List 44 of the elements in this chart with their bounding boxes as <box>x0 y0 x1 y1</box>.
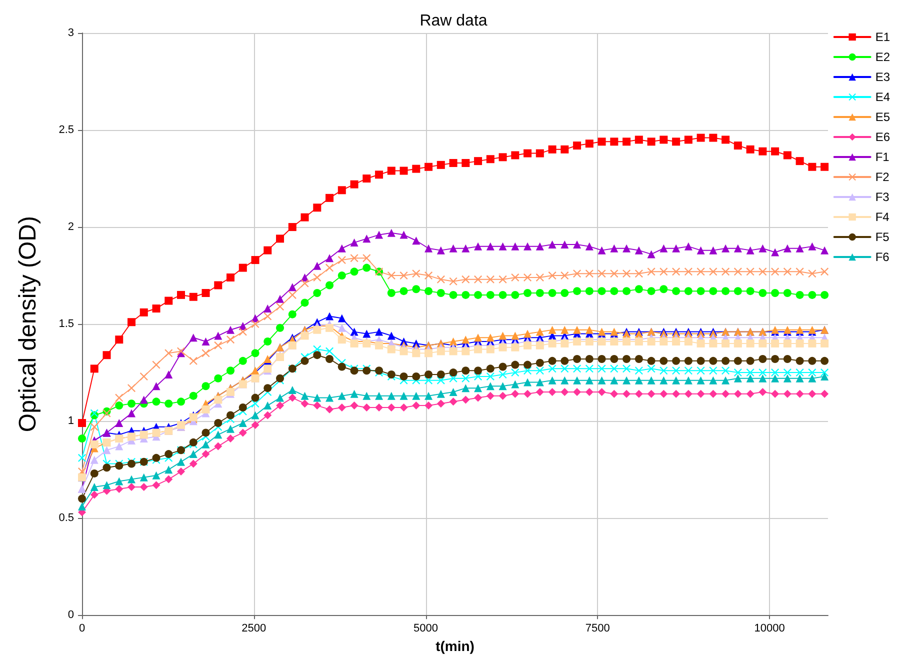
point <box>375 328 384 336</box>
point <box>338 314 346 322</box>
legend-label: E5 <box>875 110 890 124</box>
x-tick-label: 10000 <box>754 622 785 635</box>
point <box>511 332 520 340</box>
y-tick-label: 2 <box>68 221 74 234</box>
y-tick-label: 1.5 <box>58 318 74 330</box>
y-tick-label: 0.5 <box>58 512 74 524</box>
legend-label: F5 <box>875 230 890 244</box>
point <box>548 326 556 334</box>
y-tick-label: 3 <box>68 27 74 39</box>
point <box>486 334 494 342</box>
point <box>536 328 544 336</box>
legend-label: E3 <box>875 70 890 84</box>
x-tick-label: 2500 <box>242 622 266 635</box>
point <box>449 338 458 346</box>
chart-title: Raw data <box>420 12 488 30</box>
legend-label: F2 <box>875 170 890 184</box>
y-tick-label: 2.5 <box>58 124 74 136</box>
legend-label: F6 <box>875 250 890 264</box>
point <box>462 336 470 344</box>
legend-label: F3 <box>875 190 890 204</box>
legend-label: F1 <box>875 150 890 164</box>
legend-label: E1 <box>875 30 890 44</box>
point <box>524 330 532 338</box>
point <box>560 326 569 334</box>
x-axis-title: t(min) <box>436 638 474 654</box>
x-tick-label: 0 <box>78 622 86 635</box>
point <box>585 326 594 334</box>
legend-label: F4 <box>875 210 890 224</box>
legend-label: E6 <box>875 130 890 144</box>
x-tick-label: 7500 <box>585 622 610 635</box>
point <box>474 334 482 342</box>
legend-label: E2 <box>875 50 890 64</box>
point <box>362 330 371 338</box>
y-tick-label: 0 <box>68 609 74 622</box>
point <box>498 332 507 340</box>
point <box>573 326 582 334</box>
y-axis-title: Optical density (OD) <box>14 216 42 432</box>
y-tick-label: 1 <box>68 415 74 428</box>
point <box>326 312 334 320</box>
x-tick-label: 5000 <box>414 622 438 635</box>
legend-label: E4 <box>875 90 890 104</box>
point <box>387 332 396 340</box>
